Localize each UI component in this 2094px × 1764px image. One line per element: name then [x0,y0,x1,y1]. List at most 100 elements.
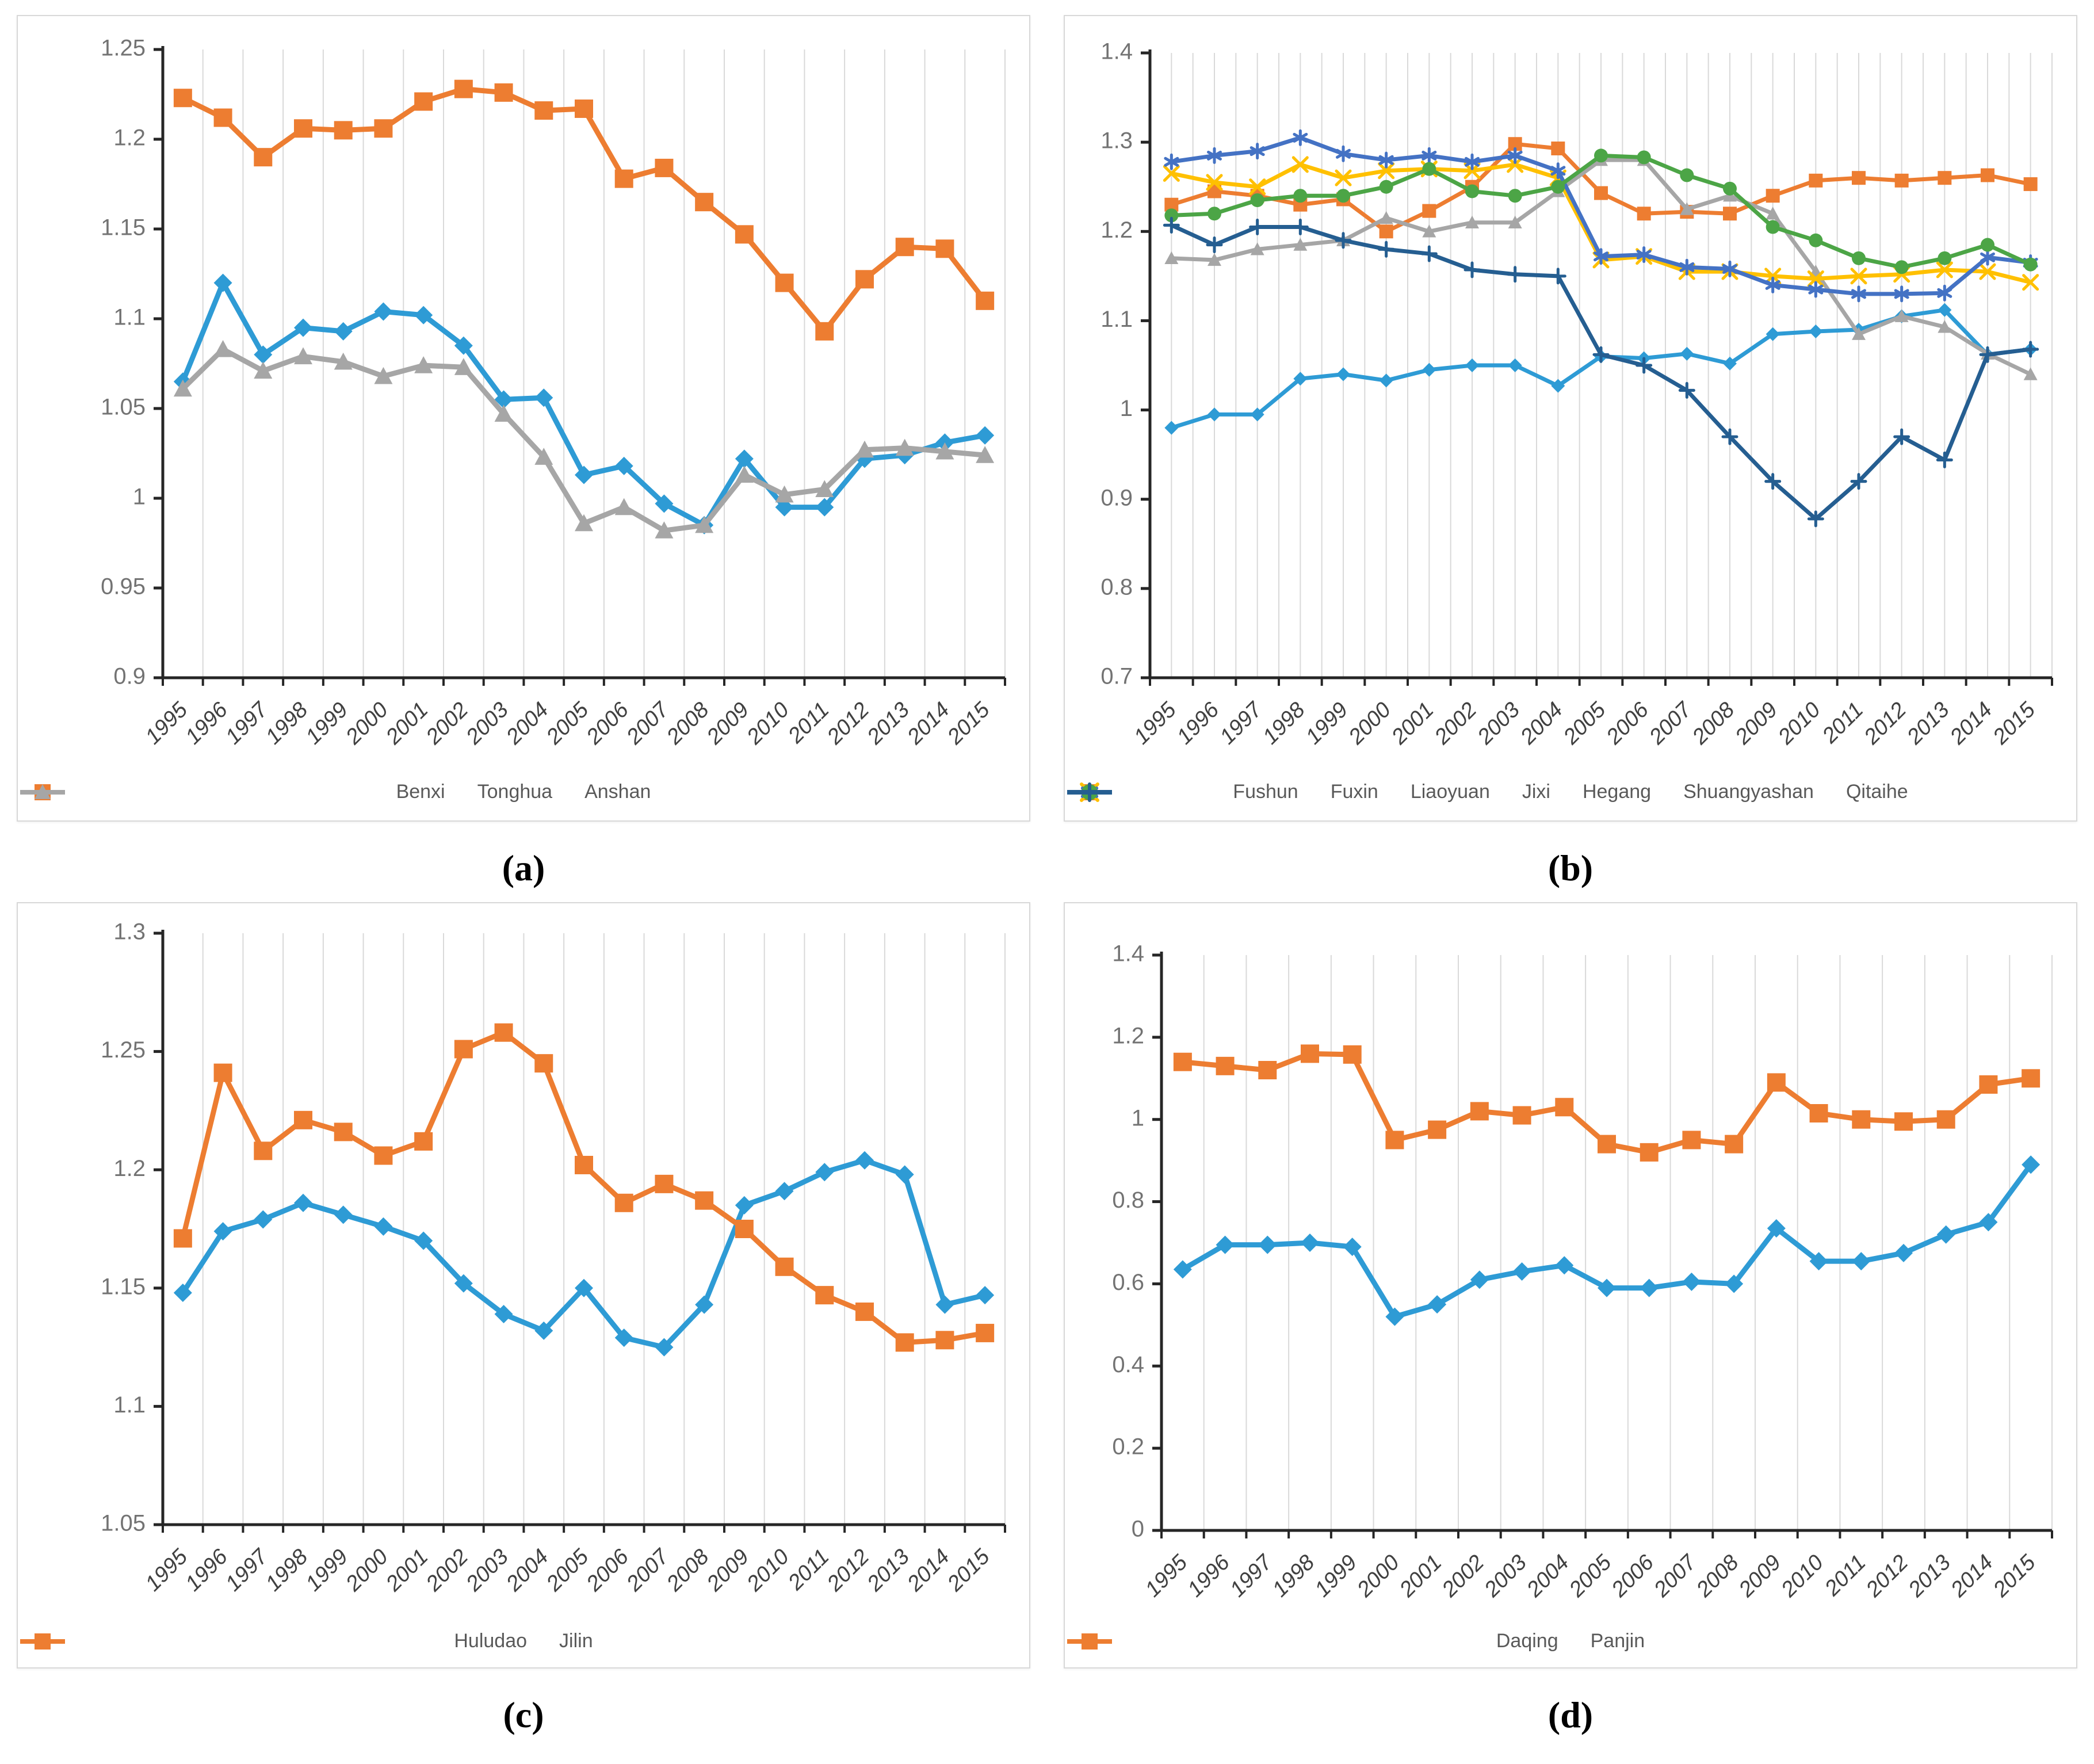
x-tick-label: 2002 [1437,1551,1489,1602]
x-tick-label: 2006 [582,697,634,750]
y-tick-label: 0.95 [101,574,146,600]
x-tick-label: 2002 [421,698,473,750]
x-tick-label: 2007 [1649,1549,1702,1602]
x-tick-label: 2011 [1817,698,1868,749]
legend-item-fuxin: Fuxin [1067,781,1378,803]
x-tick-label: 2015 [1988,1550,2040,1602]
x-tick-label: 1996 [1172,697,1224,749]
x-tick-label: 1997 [221,697,273,749]
x-tick-label: 2009 [1730,698,1782,750]
legend-label: Fushun [1233,781,1298,803]
x-tick-label: 1996 [181,1544,232,1596]
x-tick-label: 2001 [381,698,433,750]
series-tonghua [173,79,995,341]
x-tick-label: 2011 [783,1545,834,1595]
legend-item-jixi: Jixi [1067,781,1550,803]
series-shuangyashan [1164,148,2038,274]
y-tick-label: 1 [1120,396,1133,421]
x-tick-label: 2015 [1988,697,2040,750]
x-tick-label: 2002 [421,1545,473,1597]
legend-label: Panjin [1590,1630,1645,1652]
x-tick-label: 2010 [742,1545,794,1597]
legend-label: Huludao [454,1630,528,1652]
y-tick-label: 0.2 [1112,1434,1144,1460]
y-tick-label: 1.2 [1101,217,1133,243]
y-tick-label: 0.7 [1101,664,1133,689]
y-tick-label: 1.2 [1112,1023,1144,1048]
series-qitaihe [1163,216,2039,528]
x-tick-label: 1995 [141,697,193,749]
x-tick-label: 1997 [1216,697,1268,749]
line-chart-d: 1.4 1.2 1 0.8 0.6 0.4 0.2 0 19951996199719981999… [1112,941,2053,1602]
caption-a: (a) [502,847,545,888]
x-tick-label: 1996 [1183,1550,1235,1602]
caption-b: (b) [1547,847,1594,888]
x-tick-label: 1999 [301,1545,353,1596]
x-tick-label: 2008 [1691,1551,1743,1602]
chart-panel-a: 1.25 1.2 1.15 1.1 1.05 1 0.95 0.9 1995 1996 1997 19… [17,15,1030,822]
caption-row-bottom: (c) (d) [0,1668,2094,1743]
y-tick-label: 1.3 [1101,128,1133,154]
series-jilin [173,1023,995,1352]
x-tick-label: 2006 [1607,1550,1659,1602]
legend-b: Fushun Fuxin Liaoyuan Jixi Hegang Shuangyasha… [1065,781,2076,803]
x-tick-label: 2015 [942,697,995,750]
caption-row-top: (a) (b) [0,822,2094,896]
x-tick-label: 1995 [1129,697,1181,749]
x-tick-label: 2007 [622,1544,675,1597]
x-tick-label: 2014 [1946,1551,1998,1602]
chart-panel-b: 1.4 1.3 1.2 1.1 1 0.9 0.8 0.7 1995 1996 1997 1998 19… [1064,15,2077,822]
x-tick-label: 2001 [1394,1551,1446,1602]
x-tick-label: 2006 [582,1544,634,1597]
x-tick-label: 2013 [1902,698,1954,750]
x-tick-label: 2014 [903,1545,954,1597]
x-tick-label: 2007 [622,697,675,750]
x-tick-label: 2003 [461,698,513,750]
x-tick-label: 1999 [1301,698,1352,749]
x-tick-label: 2013 [862,698,914,750]
y-tick-label: 0.8 [1112,1188,1144,1213]
legend-label: Qitaihe [1845,781,1908,803]
line-chart-c: 1.3 1.25 1.2 1.15 1.1 1.05 1995199619971998199… [101,919,1006,1597]
y-tick-label: 1.2 [113,1156,146,1181]
y-tick-label: 1.15 [101,1274,146,1299]
x-tick-label: 2008 [662,698,713,750]
x-tick-label: 2003 [1480,1551,1531,1602]
legend-d: Daqing Panjin [1065,1630,2076,1652]
axes: 1.4 1.3 1.2 1.1 1 0.9 0.8 0.7 [1101,39,2053,689]
y-tick-label: 1.4 [1112,941,1144,967]
series-hegang [1164,129,2038,303]
square-marker-icon [20,1633,65,1650]
series-fuxin [1164,137,2038,239]
figure-bottom-row: 1.3 1.25 1.2 1.15 1.1 1.05 1995 1996 1997 1998 199… [0,896,2094,1668]
legend-item-fushun: Fushun [1067,781,1298,803]
x-tick-label: 2001 [381,1545,433,1597]
legend-label: Fuxin [1330,781,1378,803]
x-tick-label: 1995 [1141,1550,1193,1602]
x-tick-label: 2014 [903,698,954,750]
series-huludao [173,1151,995,1357]
x-tick-label: 2012 [1859,698,1911,750]
legend-label: Daqing [1496,1630,1558,1652]
legend-label: Jilin [559,1630,593,1652]
x-tick-label: 1997 [221,1544,273,1596]
line-chart-a: 1.251.21.151.11.0510.950.919951996199719… [101,36,1006,750]
series-panjin [1173,1044,2040,1162]
gridlines [202,933,1006,1525]
x-tick-label: 2013 [1904,1551,1955,1602]
x-tick-label: 2004 [501,698,553,750]
legend-item-liaoyuan: Liaoyuan [1067,781,1490,803]
caption-c: (c) [503,1694,544,1735]
y-tick-label: 1.05 [101,1511,146,1536]
x-tick-label: 2013 [862,1545,914,1597]
x-tick-label: 2004 [501,1545,553,1597]
series-benxi [173,273,995,534]
y-tick-label: 1.1 [113,1392,146,1418]
y-tick-label: 0.8 [1101,574,1133,600]
y-tick-label: 0.6 [1112,1270,1144,1295]
x-tick-label: 2015 [942,1544,995,1597]
axes: 1.3 1.25 1.2 1.15 1.1 1.05 [101,919,1006,1536]
x-tick-label: 2004 [1522,1551,1573,1602]
x-tick-label: 1995 [141,1544,193,1596]
x-tick-label: 2009 [702,698,754,750]
